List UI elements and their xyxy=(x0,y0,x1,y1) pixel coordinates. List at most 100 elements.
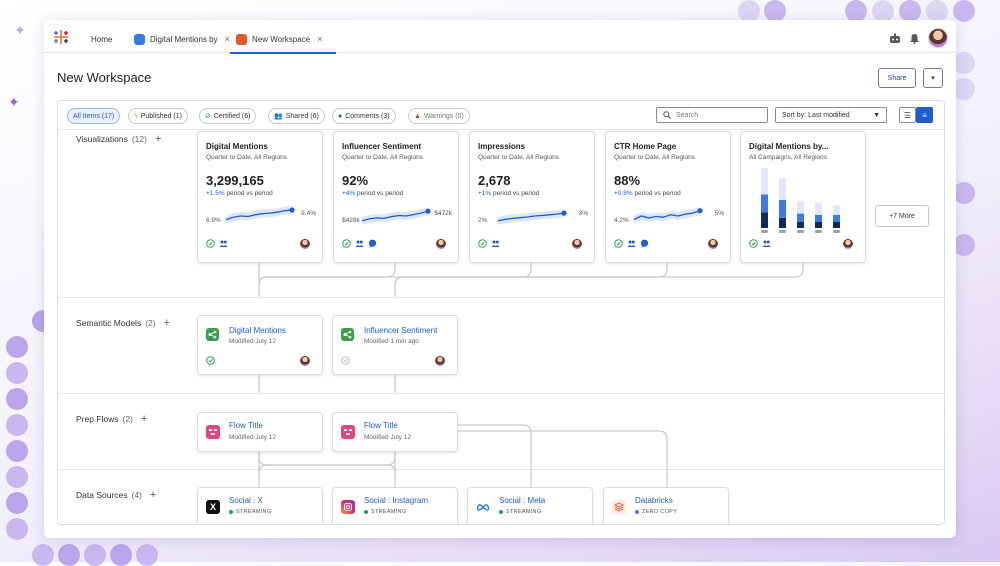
viz-title: CTR Home Page xyxy=(614,142,677,151)
sparkline-chart: 2% 3% xyxy=(478,209,588,225)
chip-label: Shared (6) xyxy=(285,112,319,120)
sparkle-icon: ✦ xyxy=(14,22,26,38)
status-label: STREAMING xyxy=(506,509,542,515)
delta-percent: +4% xyxy=(342,190,356,197)
more-button[interactable]: +7 More xyxy=(875,205,929,227)
owner-avatar xyxy=(300,239,310,249)
status-icons xyxy=(749,239,771,248)
source-status: ZERO COPY xyxy=(635,509,677,515)
semantic-model-card[interactable]: Influencer Sentiment Modified 1 min ago xyxy=(332,315,458,375)
close-icon[interactable]: × xyxy=(224,34,230,44)
section-count: (12) xyxy=(131,134,147,144)
decor-dot xyxy=(6,336,28,358)
decor-dot xyxy=(872,0,894,22)
comment-icon: ● xyxy=(338,112,343,120)
close-icon[interactable]: × xyxy=(317,34,323,44)
bell-icon[interactable] xyxy=(909,33,920,44)
sparkline-chart: 6.9% 9.4% xyxy=(206,206,316,224)
visualization-card[interactable]: Digital Mentions Quarter to Date, All Re… xyxy=(197,131,323,263)
chip-label: Certified (6) xyxy=(213,112,251,120)
filter-all-items[interactable]: All Items (17) xyxy=(67,108,121,124)
add-prep-flow-button[interactable]: + xyxy=(140,413,148,425)
visualization-card[interactable]: CTR Home Page Quarter to Date, All Regio… xyxy=(605,131,731,263)
search-placeholder: Search xyxy=(676,111,699,119)
visualization-card[interactable]: Influencer Sentiment Quarter to Date, Al… xyxy=(333,131,459,263)
delta-percent: +1.5% xyxy=(206,190,225,197)
flow-title: Flow Title xyxy=(364,421,398,430)
sparkline-line xyxy=(497,212,565,222)
lineage-view-button[interactable]: ≡ xyxy=(916,107,933,123)
sparkline-endpoint xyxy=(561,210,567,216)
owner-avatar xyxy=(708,239,718,249)
tab-label: Digital Mentions by xyxy=(150,34,218,44)
check-icon: ⊘ xyxy=(205,113,211,120)
filter-warnings[interactable]: ▲ Warnings (0) xyxy=(408,108,470,124)
metric-value: 2,678 xyxy=(478,173,511,188)
visualization-card[interactable]: Digital Mentions by... All Campaigns, Al… xyxy=(740,131,866,263)
page-title: New Workspace xyxy=(57,70,152,85)
share-button[interactable]: Share xyxy=(878,68,916,88)
data-source-card[interactable]: Social : Instagram STREAMING xyxy=(332,487,458,524)
tableau-logo-icon xyxy=(54,30,68,44)
add-semantic-model-button[interactable]: + xyxy=(163,317,171,329)
search-input[interactable]: Search xyxy=(656,107,768,123)
decor-dot xyxy=(953,182,975,204)
data-source-card[interactable]: X Social : X STREAMING xyxy=(197,487,323,524)
visualization-card[interactable]: Impressions Quarter to Date, All Regions… xyxy=(469,131,595,263)
sparkle-icon: ✦ xyxy=(8,94,20,110)
status-dot xyxy=(499,510,503,514)
list-view-button[interactable]: ☰ xyxy=(899,107,916,123)
prep-flow-card[interactable]: Flow Title Modified July 12 xyxy=(332,412,458,452)
sparkline-line xyxy=(361,210,429,222)
tab-home[interactable]: Home xyxy=(91,26,112,52)
sparkline-endpoint xyxy=(425,208,431,214)
source-status: STREAMING xyxy=(229,509,271,515)
section-semantic-models: Semantic Models (2) + xyxy=(58,297,944,394)
user-avatar[interactable] xyxy=(928,28,948,48)
stacked-bar-segment xyxy=(779,217,786,228)
chip-label: Warnings (0) xyxy=(423,112,464,120)
data-source-card[interactable]: Databricks ZERO COPY xyxy=(603,487,729,524)
people-icon xyxy=(762,239,771,248)
filter-certified[interactable]: ⊘ Certified (6) xyxy=(199,108,257,124)
filter-comments[interactable]: ● Comments (3) xyxy=(332,108,396,124)
filter-shared[interactable]: 👥 Shared (6) xyxy=(268,108,325,124)
stacked-bar-segment xyxy=(815,222,822,228)
tab-digital-mentions[interactable]: Digital Mentions by × xyxy=(134,26,230,52)
viz-subtitle: Quarter to Date, All Regions xyxy=(206,154,287,161)
source-title: Databricks xyxy=(635,496,673,505)
warning-icon: ▲ xyxy=(414,112,421,120)
spark-max-label: 5% xyxy=(715,210,724,217)
options-dropdown-button[interactable]: ▾ xyxy=(923,68,943,88)
delta-percent: +1% xyxy=(478,190,492,197)
prep-flow-card[interactable]: Flow Title Modified July 12 xyxy=(197,412,323,452)
add-data-source-button[interactable]: + xyxy=(149,489,157,501)
filter-published[interactable]: ϟ Published (1) xyxy=(128,108,188,124)
data-source-card[interactable]: Social : Meta STREAMING xyxy=(467,487,593,524)
decor-dot xyxy=(6,466,28,488)
sort-label: Sort by: Last modified xyxy=(782,111,850,119)
viz-subtitle: All Campaigns, All Regions xyxy=(749,154,828,161)
stacked-bar-segment xyxy=(761,194,768,213)
check-icon xyxy=(614,239,623,248)
workbook-icon xyxy=(134,33,145,45)
model-title: Influencer Sentiment xyxy=(364,326,438,335)
app-window: Home Digital Mentions by × New Workspace… xyxy=(44,20,956,538)
source-status: STREAMING xyxy=(499,509,541,515)
decor-dot xyxy=(6,518,28,540)
stacked-bar-segment xyxy=(833,205,840,215)
section-title: Data Sources xyxy=(76,490,128,500)
bar-category-icon xyxy=(815,230,822,233)
owner-avatar xyxy=(436,239,446,249)
people-icon: 👥 xyxy=(274,113,283,120)
semantic-model-card[interactable]: Digital Mentions Modified July 12 xyxy=(197,315,323,375)
prep-flow-icon xyxy=(206,425,220,439)
chip-label: All Items (17) xyxy=(73,112,115,120)
add-visualization-button[interactable]: + xyxy=(154,133,162,145)
tab-new-workspace[interactable]: New Workspace × xyxy=(230,26,336,54)
source-status: STREAMING xyxy=(364,509,406,515)
status-icons xyxy=(614,239,649,248)
sort-select[interactable]: Sort by: Last modified ▼ xyxy=(775,107,887,123)
assistant-icon[interactable] xyxy=(889,33,901,44)
model-modified: Modified July 12 xyxy=(229,338,276,345)
